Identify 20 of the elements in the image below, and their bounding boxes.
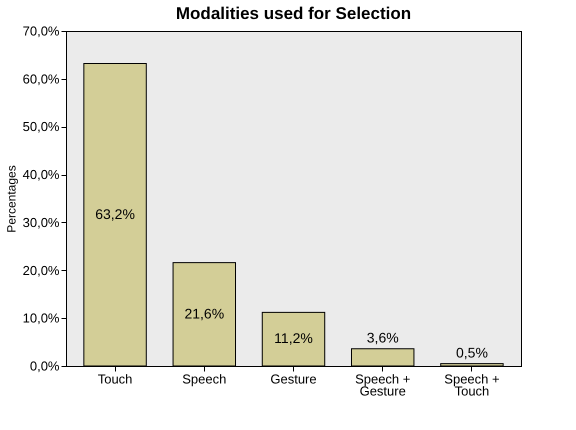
y-tick-label: 10,0% bbox=[22, 310, 60, 326]
x-tick-label: Speech bbox=[182, 372, 226, 386]
x-tick-label: Speech + Gesture bbox=[355, 372, 410, 398]
y-tick-label: 50,0% bbox=[22, 119, 60, 134]
y-tick-label: 20,0% bbox=[22, 262, 60, 278]
x-tick-label: Gesture bbox=[270, 372, 317, 386]
data-label: 63,2% bbox=[95, 206, 135, 222]
y-tick-label: 0,0% bbox=[30, 358, 60, 374]
data-label: 3,6% bbox=[366, 330, 399, 346]
data-label: 0,5% bbox=[456, 344, 488, 361]
chart-title: Modalities used for Selection bbox=[176, 4, 412, 23]
y-tick-label: 30,0% bbox=[22, 214, 60, 230]
x-tick-label: Touch bbox=[98, 372, 132, 386]
y-tick-label: 60,0% bbox=[22, 71, 60, 86]
data-label: 11,2% bbox=[274, 330, 313, 346]
y-tick-label: 70,0% bbox=[22, 24, 60, 38]
x-tick-label: Speech + Touch bbox=[444, 372, 500, 398]
y-axis-title: Percentages bbox=[4, 165, 19, 233]
y-tick-label: 40,0% bbox=[22, 167, 60, 182]
data-label: 21,6% bbox=[184, 305, 224, 322]
